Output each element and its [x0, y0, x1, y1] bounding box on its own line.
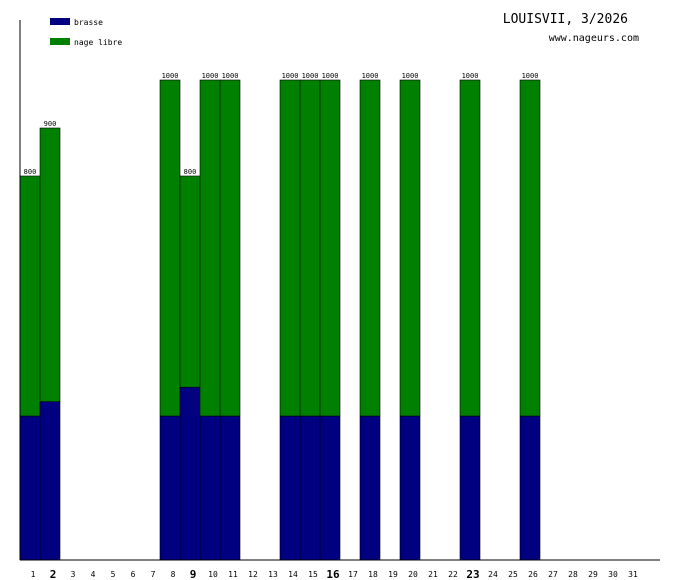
bar-nage-libre-23: [459, 79, 481, 417]
data-label-18: 1000: [362, 72, 379, 80]
legend-swatch-brasse: [50, 18, 70, 25]
chart-subtitle: www.nageurs.com: [549, 33, 639, 44]
data-label-1: 800: [24, 168, 37, 176]
x-tick-label-15: 15: [308, 570, 318, 579]
bar-brasse-10: [199, 415, 221, 561]
bar-nage-libre-1: [19, 175, 41, 417]
x-tick-label-13: 13: [268, 570, 278, 579]
x-tick-label-28: 28: [568, 570, 578, 579]
data-label-20: 1000: [402, 72, 419, 80]
bar-brasse-20: [399, 415, 421, 561]
bar-nage-libre-11: [219, 79, 241, 417]
bar-brasse-8: [159, 415, 181, 561]
bar-nage-libre-2: [39, 127, 61, 402]
bar-nage-libre-10: [199, 79, 221, 417]
x-tick-label-27: 27: [548, 570, 558, 579]
x-tick-label-30: 30: [608, 570, 618, 579]
bar-brasse-26: [519, 415, 541, 561]
x-tick-label-24: 24: [488, 570, 498, 579]
data-label-16: 1000: [322, 72, 339, 80]
x-tick-label-4: 4: [91, 570, 96, 579]
x-tick-label-17: 17: [348, 570, 358, 579]
x-tick-label-29: 29: [588, 570, 598, 579]
bar-brasse-9: [179, 386, 201, 561]
x-tick-label-20: 20: [408, 570, 418, 579]
x-tick-label-1: 1: [31, 570, 36, 579]
bar-brasse-2: [39, 401, 61, 561]
bar-brasse-15: [299, 415, 321, 561]
bar-nage-libre-16: [319, 79, 341, 417]
bar-nage-libre-20: [399, 79, 421, 417]
legend-label-nage-libre: nage libre: [74, 38, 122, 47]
bar-nage-libre-8: [159, 79, 181, 417]
x-tick-label-8: 8: [171, 570, 176, 579]
data-label-11: 1000: [222, 72, 239, 80]
x-tick-label-7: 7: [151, 570, 156, 579]
x-tick-label-26: 26: [528, 570, 538, 579]
bar-brasse-1: [19, 415, 41, 561]
x-tick-label-9: 9: [190, 568, 197, 580]
x-tick-label-14: 14: [288, 570, 298, 579]
bar-brasse-16: [319, 415, 341, 561]
data-label-10: 1000: [202, 72, 219, 80]
data-label-23: 1000: [462, 72, 479, 80]
x-tick-label-12: 12: [248, 570, 258, 579]
bar-nage-libre-18: [359, 79, 381, 417]
bar-nage-libre-14: [279, 79, 301, 417]
x-tick-label-2: 2: [50, 568, 57, 580]
bar-nage-libre-9: [179, 175, 201, 388]
x-tick-label-23: 23: [466, 568, 479, 580]
legend-swatch-nage-libre: [50, 38, 70, 45]
bar-nage-libre-26: [519, 79, 541, 417]
x-tick-label-16: 16: [326, 568, 340, 580]
x-tick-label-3: 3: [71, 570, 76, 579]
bar-brasse-18: [359, 415, 381, 561]
bar-brasse-11: [219, 415, 241, 561]
x-tick-label-31: 31: [628, 570, 638, 579]
bar-brasse-14: [279, 415, 301, 561]
x-tick-label-11: 11: [228, 570, 238, 579]
x-tick-label-25: 25: [508, 570, 518, 579]
legend: brasse nage libre: [50, 18, 122, 47]
data-label-8: 1000: [162, 72, 179, 80]
data-label-15: 1000: [302, 72, 319, 80]
data-label-2: 900: [44, 120, 57, 128]
chart-title: LOUISVII, 3/2026: [503, 12, 628, 27]
x-tick-label-19: 19: [388, 570, 398, 579]
x-tick-label-5: 5: [111, 570, 116, 579]
bar-brasse-23: [459, 415, 481, 561]
x-tick-label-18: 18: [368, 570, 378, 579]
data-label-9: 800: [184, 168, 197, 176]
legend-label-brasse: brasse: [74, 18, 103, 27]
bar-nage-libre-15: [299, 79, 321, 417]
x-tick-label-10: 10: [208, 570, 218, 579]
x-tick-labels: 1 2 3 4 5 6 7 8 9 10 11 12 13 14 15 16 17 18 19 20 21 22 23 24 2…: [31, 568, 638, 580]
x-tick-label-21: 21: [428, 570, 438, 579]
x-tick-label-6: 6: [131, 570, 136, 579]
x-tick-label-22: 22: [448, 570, 458, 579]
data-label-26: 1000: [522, 72, 539, 80]
data-label-14: 1000: [282, 72, 299, 80]
